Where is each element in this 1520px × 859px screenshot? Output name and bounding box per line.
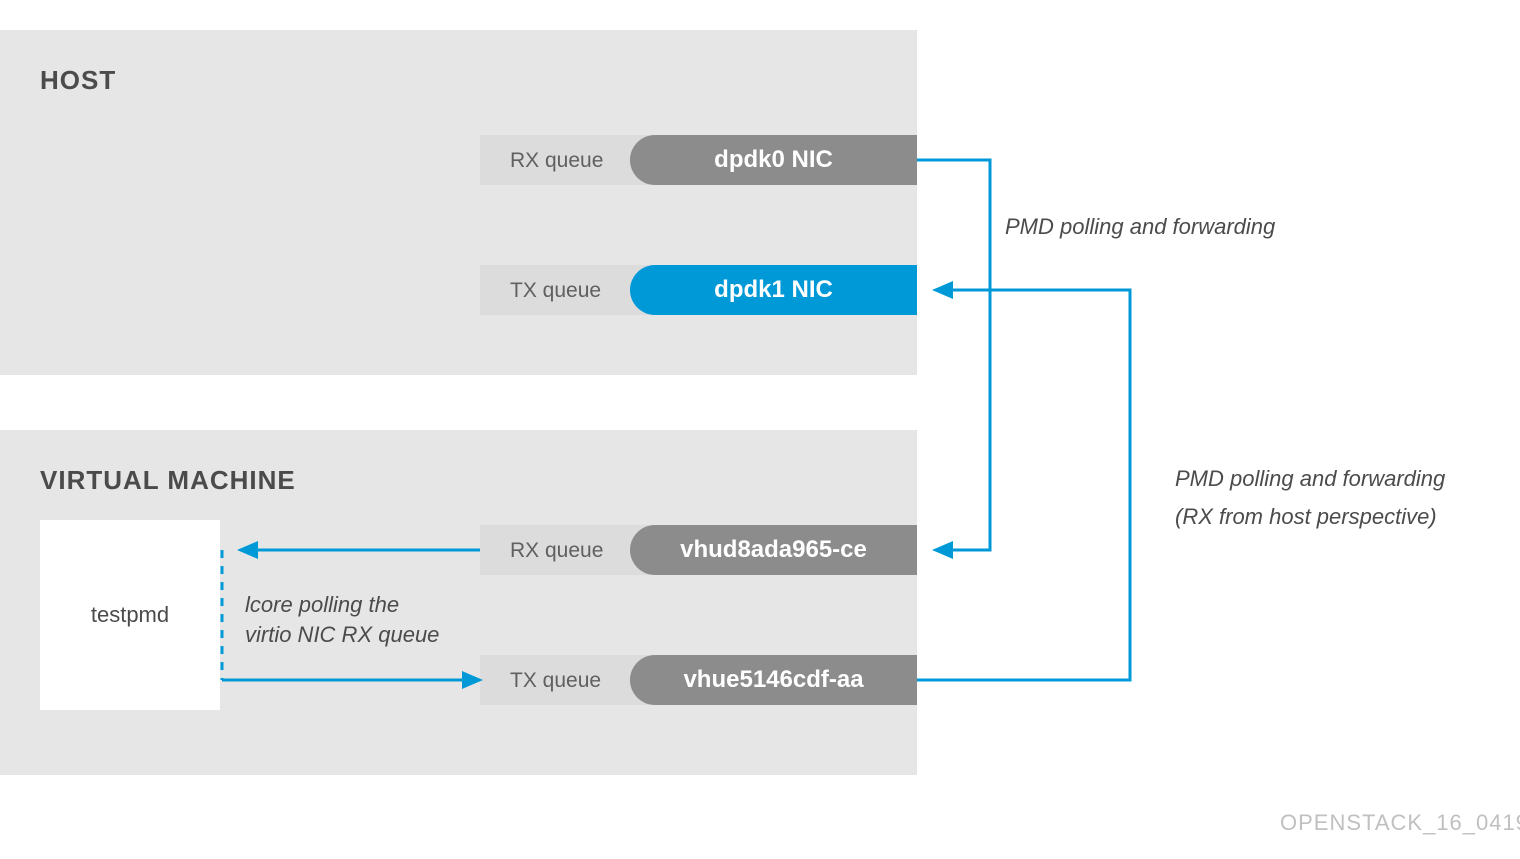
vm-title: VIRTUAL MACHINE: [40, 465, 296, 496]
host-panel: [0, 30, 917, 375]
anno-lcore-1: lcore polling the: [245, 588, 399, 621]
footer-text: OPENSTACK_16_0419: [1280, 810, 1520, 836]
host-tx-queue-label: TX queue: [510, 279, 601, 303]
host-rx-queue-label: RX queue: [510, 149, 603, 173]
arrow-host-rx-to-vm-rx: [917, 160, 990, 550]
host-title: HOST: [40, 65, 116, 96]
anno-pmd-top: PMD polling and forwarding: [1005, 210, 1275, 243]
vm-rx-queue-label: RX queue: [510, 539, 603, 563]
anno-pmd-right-2: (RX from host perspective): [1175, 500, 1437, 533]
arrow-vm-tx-to-host-tx: [917, 290, 1130, 680]
anno-lcore-2: virtio NIC RX queue: [245, 618, 439, 651]
anno-pmd-right-1: PMD polling and forwarding: [1175, 462, 1445, 495]
vm-tx-nic: vhue5146cdf-aa: [630, 655, 917, 705]
host-rx-nic: dpdk0 NIC: [630, 135, 917, 185]
vm-rx-nic: vhud8ada965-ce: [630, 525, 917, 575]
host-tx-nic: dpdk1 NIC: [630, 265, 917, 315]
testpmd-box: testpmd: [40, 520, 220, 710]
vm-tx-queue-label: TX queue: [510, 669, 601, 693]
